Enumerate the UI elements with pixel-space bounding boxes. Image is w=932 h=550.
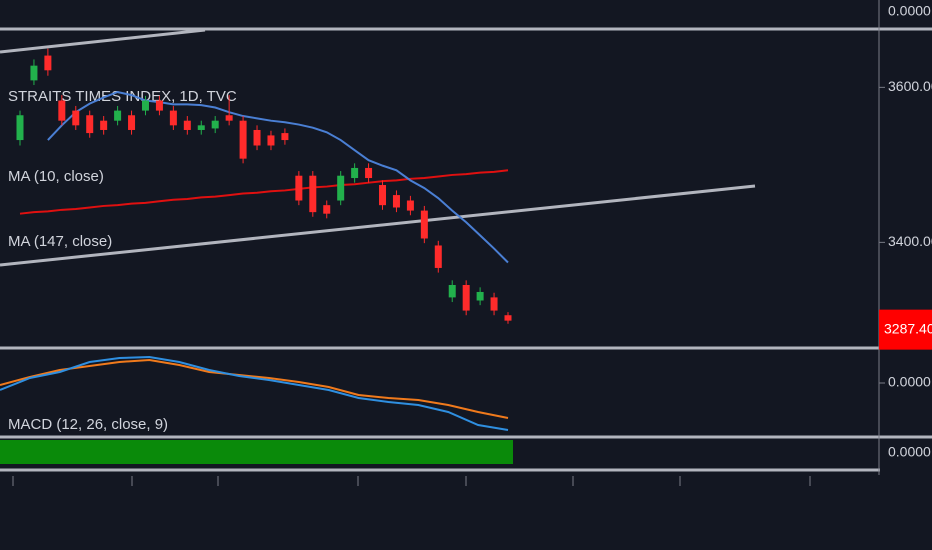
candle-body [267, 135, 275, 146]
candle-body [351, 167, 359, 179]
legend-entry: MA (147, close) [8, 233, 112, 250]
candle-body [253, 129, 261, 146]
candle-body [30, 65, 38, 81]
candle-body [225, 115, 233, 121]
candle-body [434, 245, 442, 268]
candle-body [309, 175, 317, 213]
chart-title: STRAITS TIMES INDEX, 1D, TVC [8, 88, 237, 105]
candle-body [211, 120, 219, 129]
candle-body [169, 110, 177, 126]
candle-body [239, 120, 247, 159]
candle-body [128, 115, 136, 130]
candle-body [16, 115, 24, 141]
candle-body [86, 115, 94, 134]
candle-body [365, 167, 373, 179]
candle-body [141, 100, 149, 111]
trend-line [0, 184, 756, 267]
candle-body [155, 100, 163, 111]
line-series [0, 358, 509, 419]
indicator-bar [0, 440, 513, 464]
candle-body [114, 110, 122, 121]
candle-body [406, 200, 414, 211]
candle-body [44, 55, 52, 71]
price-tag [879, 309, 932, 350]
candle-body [476, 291, 484, 301]
price-tag-label: 3287.40 [884, 320, 932, 336]
trend-line [0, 28, 206, 54]
candle-body [295, 175, 303, 201]
candle-body [281, 133, 289, 141]
candle-body [183, 120, 191, 130]
legend-entry: MA (10, close) [8, 168, 104, 185]
y-tick-label: 3600.00 [888, 78, 932, 94]
line-series [19, 169, 509, 215]
candle-body [323, 205, 331, 214]
candle-body [462, 284, 470, 311]
candle-body [448, 284, 456, 298]
line-series [47, 90, 509, 264]
indicator-title: MACD (12, 26, close, 9) [8, 416, 168, 433]
candle-body [379, 185, 387, 206]
candle-body [72, 110, 80, 126]
y-tick-label: 3400.00 [888, 233, 932, 249]
candle-body [490, 297, 498, 311]
candle-body [58, 100, 66, 121]
candle-body [337, 175, 345, 201]
layout [0, 0, 932, 486]
candle-body [504, 315, 512, 321]
y-tick-label: 0.0000 [888, 374, 931, 390]
candle-body [420, 210, 428, 239]
candle-body [100, 120, 108, 130]
candle-body [392, 195, 400, 208]
line-series [0, 355, 509, 431]
y-tick-label: 0.0000 [888, 444, 931, 460]
y-tick-label: 0.0000 [888, 3, 931, 19]
candle-body [197, 125, 205, 130]
